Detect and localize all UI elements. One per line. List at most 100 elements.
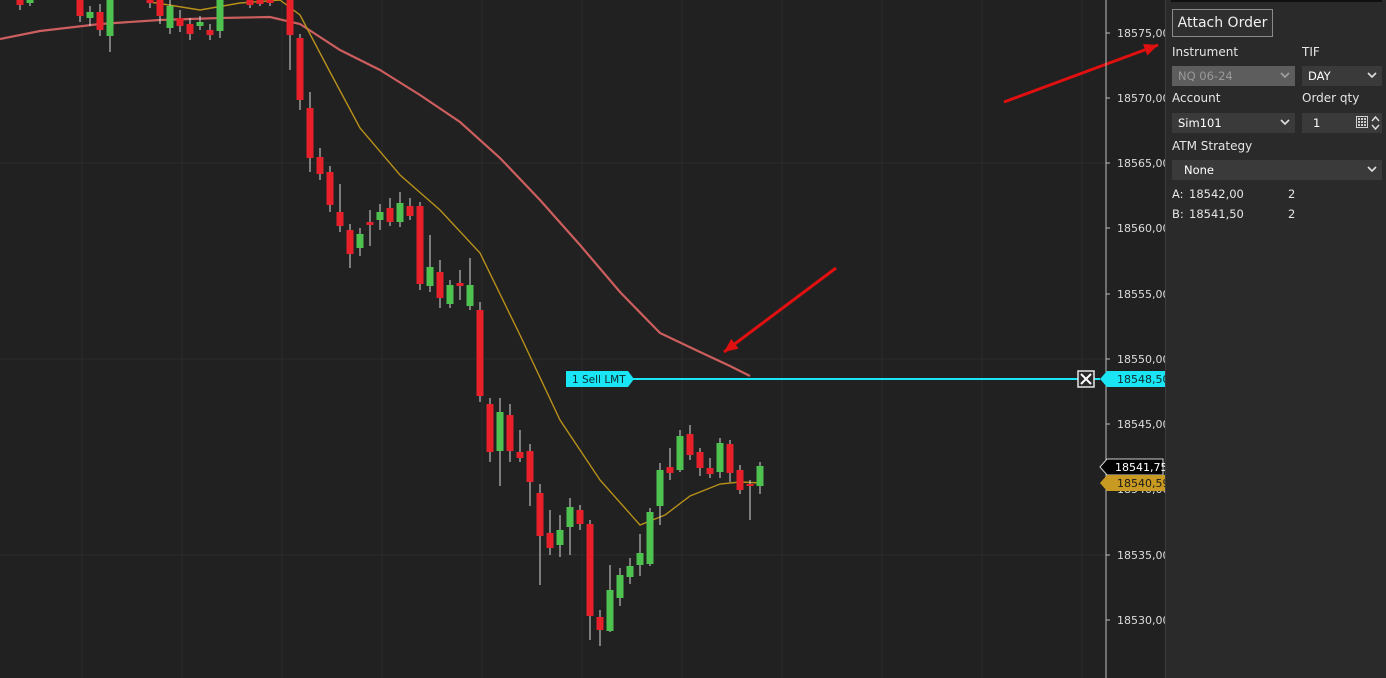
atm-strategy-value: None xyxy=(1184,163,1215,177)
price-tick-label: 18545,00 xyxy=(1117,418,1165,431)
candle-down xyxy=(156,0,164,16)
fast-ma-line xyxy=(149,0,763,526)
order-tag[interactable] xyxy=(566,371,634,387)
tif-label: TIF xyxy=(1302,45,1320,59)
candle-down xyxy=(76,0,84,16)
ask-label: A: xyxy=(1172,187,1184,201)
order-qty-value[interactable]: 1 xyxy=(1313,116,1321,130)
candle-down xyxy=(386,208,394,222)
candle-down xyxy=(546,533,554,548)
candle-up xyxy=(196,22,204,26)
candle-down xyxy=(186,24,194,34)
calculator-icon[interactable] xyxy=(1356,116,1368,131)
instrument-label: Instrument xyxy=(1172,45,1239,59)
candle-up xyxy=(636,553,644,565)
tif-value: DAY xyxy=(1308,69,1331,83)
ma-price-label: 18540,59 xyxy=(1117,477,1165,490)
candle-down xyxy=(596,617,604,630)
candle-down xyxy=(436,272,444,298)
tif-select[interactable]: DAY xyxy=(1302,66,1382,86)
candle-up xyxy=(626,566,634,577)
instrument-value: NQ 06-24 xyxy=(1178,69,1233,83)
candle-up xyxy=(716,443,724,472)
price-tick-label: 18575,00 xyxy=(1117,27,1165,40)
candle-down xyxy=(526,451,534,482)
candle-down xyxy=(286,0,294,35)
candle-down xyxy=(206,30,214,35)
cancel-order-icon[interactable] xyxy=(1077,370,1095,388)
order-qty-label: Order qty xyxy=(1302,91,1360,105)
candle-up xyxy=(676,436,684,470)
candle-up xyxy=(616,575,624,598)
candle-up xyxy=(106,0,114,36)
candle-down xyxy=(406,206,414,216)
candle-down xyxy=(696,452,704,468)
candle-down xyxy=(16,0,24,5)
candle-down xyxy=(706,468,714,474)
order-entry-panel: Attach Order Instrument TIF NQ 06-24 DAY… xyxy=(1165,0,1386,678)
candle-up xyxy=(396,203,404,222)
chevron-down-icon xyxy=(1367,68,1377,82)
account-label: Account xyxy=(1172,91,1221,105)
price-tick-label: 18565,00 xyxy=(1117,157,1165,170)
candle-up xyxy=(756,466,764,486)
order-price-label: 18548,50 xyxy=(1117,373,1165,386)
candle-down xyxy=(316,157,324,174)
candle-down xyxy=(246,0,254,5)
candle-down xyxy=(256,0,264,4)
candle-up xyxy=(466,285,474,306)
candle-down xyxy=(486,404,494,452)
candle-up xyxy=(166,6,174,28)
candle-down xyxy=(516,452,524,458)
candle-up xyxy=(496,412,504,451)
candle-down xyxy=(576,510,584,524)
account-value: Sim101 xyxy=(1178,116,1222,130)
candle-down xyxy=(96,12,104,30)
candle-up xyxy=(216,0,224,31)
fast-moving-average xyxy=(149,0,763,526)
order-tag-label: 1 Sell LMT xyxy=(572,374,626,386)
candle-down xyxy=(586,524,594,616)
instrument-select[interactable]: NQ 06-24 xyxy=(1172,66,1295,86)
price-tick-label: 18560,00 xyxy=(1117,222,1165,235)
panel-top-border xyxy=(1171,0,1382,2)
candle-down xyxy=(296,38,304,100)
chart-canvas[interactable]: 18575,00 18570,00 18565,00 18560,00 18555,00… xyxy=(0,0,1165,678)
bid-size: 2 xyxy=(1288,207,1296,221)
atm-strategy-select[interactable]: None xyxy=(1172,160,1382,180)
candle-down xyxy=(736,470,744,490)
annotation-arrowhead xyxy=(1143,44,1158,56)
candle-up xyxy=(26,0,34,3)
candle-down xyxy=(726,444,734,473)
candle-down xyxy=(506,415,514,451)
attach-order-button[interactable]: Attach Order xyxy=(1172,9,1273,37)
last-price-marker: 18541,75 xyxy=(1099,458,1165,476)
chevron-down-icon xyxy=(1280,68,1290,82)
price-tick-label: 18535,00 xyxy=(1117,549,1165,562)
candle-up xyxy=(566,507,574,527)
spinner-arrows-icon[interactable] xyxy=(1371,115,1380,134)
order-qty-stepper[interactable]: 1 xyxy=(1302,113,1382,133)
sell-limit-order[interactable]: 1 Sell LMT 18548,50 xyxy=(566,370,1165,388)
chevron-down-icon xyxy=(1280,115,1290,129)
price-tick-label: 18555,00 xyxy=(1117,288,1165,301)
candle-down xyxy=(336,212,344,226)
slow-ma-line xyxy=(0,15,751,377)
price-tick-label: 18530,00 xyxy=(1117,614,1165,627)
bid-price: 18541,50 xyxy=(1189,207,1244,221)
chevron-down-icon xyxy=(1367,162,1377,176)
slow-moving-average xyxy=(0,15,751,377)
account-select[interactable]: Sim101 xyxy=(1172,113,1295,133)
candle-up xyxy=(606,590,614,631)
annotation-arrowhead xyxy=(724,338,739,352)
price-axis: 18575,00 18570,00 18565,00 18560,00 18555,00… xyxy=(1106,27,1165,627)
candle-up xyxy=(426,267,434,286)
candle-down xyxy=(536,493,544,536)
price-chart[interactable]: 18575,00 18570,00 18565,00 18560,00 18555,00… xyxy=(0,0,1165,678)
candlesticks xyxy=(16,0,764,646)
candle-up xyxy=(446,285,454,304)
candle-down xyxy=(326,172,334,205)
chart-grid xyxy=(0,0,1106,678)
candle-down xyxy=(146,0,154,3)
price-tick-label: 18550,00 xyxy=(1117,353,1165,366)
